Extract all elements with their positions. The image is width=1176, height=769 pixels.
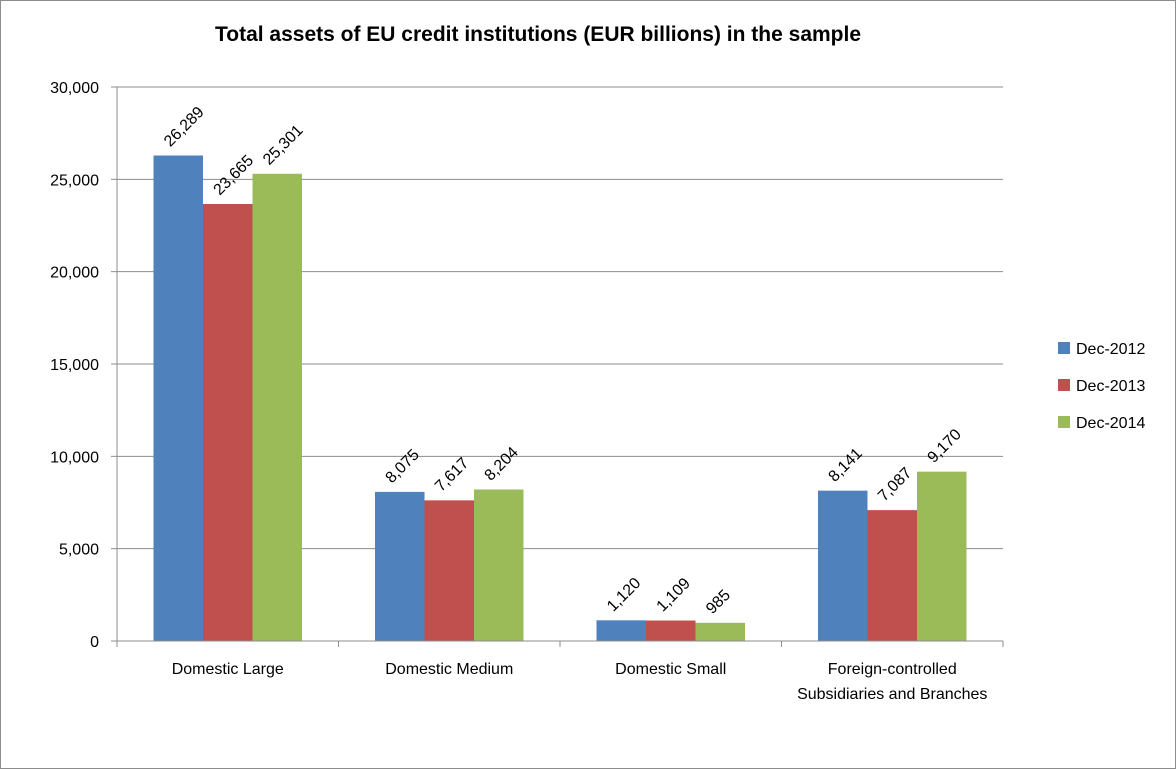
y-tick-label: 15,000 [50,357,99,374]
data-label: 26,289 [161,104,208,151]
data-label: 8,141 [826,445,866,485]
y-tick-label: 20,000 [50,265,99,282]
data-label: 9,170 [925,426,965,466]
legend-label: Dec-2012 [1076,341,1145,358]
y-tick-label: 10,000 [50,449,99,466]
y-tick-label: 5,000 [59,542,99,559]
legend-swatch [1058,342,1070,354]
bars [153,155,967,642]
x-category-label: Domestic Large [172,661,284,678]
legend: Dec-2012 Dec-2013 Dec-2014 [1058,341,1145,432]
data-label: 7,617 [432,455,472,495]
x-category-label: Domestic Medium [385,661,513,678]
bar-dec-2014 [474,489,524,641]
bar-dec-2012 [375,491,425,641]
axes: 0 5,000 10,000 15,000 20,000 25,000 30,000 Dome… [50,80,1004,703]
data-label: 985 [703,587,734,618]
data-label: 8,204 [482,444,522,484]
chart-title: Total assets of EU credit institutions (… [215,23,861,46]
legend-swatch [1058,416,1070,428]
bar-dec-2012 [818,490,868,641]
data-label: 25,301 [260,122,307,169]
data-label: 1,120 [604,575,644,615]
bar-dec-2014 [695,622,745,641]
bar-dec-2014 [917,471,967,641]
bar-dec-2012 [153,155,203,642]
bar-dec-2013 [424,500,474,641]
data-label: 23,665 [211,152,258,199]
data-label: 1,109 [654,575,694,615]
data-label: 7,087 [875,465,915,505]
bar-dec-2013 [203,203,253,641]
legend-swatch [1058,379,1070,391]
y-tick-label: 0 [90,634,99,651]
y-tick-label: 30,000 [50,80,99,97]
legend-label: Dec-2014 [1076,415,1145,432]
x-category-label: Domestic Small [615,661,726,678]
x-category-label: Foreign-controlled Subsidiaries and Branc… [797,661,987,703]
legend-label: Dec-2013 [1076,378,1145,395]
bar-dec-2014 [252,173,302,641]
bar-dec-2012 [596,620,646,641]
data-label: 8,075 [383,446,423,486]
bar-dec-2013 [867,510,917,641]
y-tick-label: 25,000 [50,172,99,189]
bar-dec-2013 [646,620,696,641]
